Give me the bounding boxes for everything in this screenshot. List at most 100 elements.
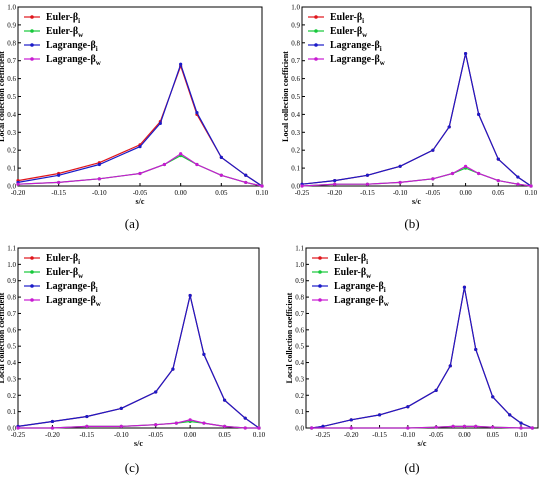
data-point	[474, 424, 478, 428]
legend-label: Lagrange-βi	[334, 281, 386, 294]
data-point	[179, 62, 183, 66]
legend-label: Lagrange-βi	[46, 281, 98, 294]
x-tick-label: 0.10	[253, 431, 266, 439]
x-tick-label: -0.25	[295, 189, 310, 197]
data-point	[508, 413, 512, 417]
y-tick-label: 0.0	[291, 183, 300, 191]
y-tick-label: 0.4	[291, 111, 300, 119]
x-tick-label: 0.00	[458, 431, 471, 439]
y-tick-label: 0.7	[295, 310, 304, 318]
x-tick-label: -0.20	[45, 431, 60, 439]
data-point	[188, 418, 192, 422]
legend-label: Euler-βw	[334, 267, 372, 280]
data-point	[310, 426, 314, 430]
data-point	[530, 426, 534, 430]
x-tick-label: 0.10	[525, 189, 538, 197]
data-point	[398, 180, 402, 185]
series-line	[17, 62, 263, 187]
y-tick-label: 1.0	[295, 261, 304, 269]
x-tick-label: -0.05	[429, 431, 444, 439]
data-point	[119, 406, 123, 410]
data-point	[16, 182, 20, 186]
legend-marker	[30, 270, 34, 274]
data-point	[138, 171, 142, 176]
series-line	[17, 64, 263, 187]
legend-label: Euler-βw	[330, 26, 368, 39]
legend-marker	[314, 29, 318, 33]
data-point	[462, 424, 467, 428]
legend-marker	[30, 284, 34, 288]
y-tick-label: 0.3	[291, 129, 300, 137]
y-tick-label: 0.9	[295, 277, 304, 285]
x-axis-label: s/c	[134, 439, 143, 448]
y-tick-label: 0.0	[7, 425, 16, 433]
data-point	[57, 180, 61, 185]
chart-panel: 0.0 0.1 0.2 0.3 0.4 0.5 0.6 0.7 0.8 0.9 1.0 1.1 -0.2…	[0, 245, 266, 476]
series-line	[17, 153, 263, 187]
x-tick-label: -0.25	[316, 431, 331, 439]
data-point	[300, 184, 304, 188]
series-line	[311, 425, 533, 429]
legend-marker	[318, 256, 322, 260]
y-tick-label: 0.2	[7, 147, 16, 155]
data-point	[243, 416, 247, 420]
x-tick-label: 0.05	[487, 431, 500, 439]
legend-label: Euler-βi	[330, 12, 364, 25]
y-tick-label: 0.8	[295, 294, 304, 302]
series-line	[311, 287, 533, 429]
legend-marker	[314, 15, 318, 19]
data-point	[219, 173, 223, 177]
data-point	[154, 390, 158, 394]
y-tick-label: 0.9	[291, 21, 300, 29]
data-point	[171, 367, 175, 371]
legend-marker	[318, 270, 322, 274]
y-tick-label: 0.7	[7, 57, 16, 65]
data-point	[496, 179, 500, 183]
series-line	[311, 287, 533, 429]
y-tick-label: 0.1	[7, 165, 16, 173]
data-point	[138, 145, 142, 149]
data-point	[85, 414, 89, 419]
series-line	[17, 295, 260, 429]
x-tick-label: -0.05	[133, 189, 148, 197]
legend-label: Lagrange-βi	[330, 40, 382, 53]
data-point	[321, 424, 325, 428]
data-point	[491, 425, 495, 429]
data-point	[158, 121, 162, 125]
legend-label: Euler-βi	[46, 253, 80, 266]
legend-marker	[30, 29, 34, 33]
legend-marker	[30, 43, 34, 47]
data-point	[365, 173, 370, 177]
x-tick-label: 0.05	[218, 431, 231, 439]
x-tick-label: -0.10	[114, 431, 129, 439]
data-point	[529, 184, 533, 188]
y-tick-label: 0.6	[7, 75, 16, 83]
y-axis-label: Local collection coefficient	[0, 292, 6, 383]
legend-label: Euler-βw	[46, 26, 84, 39]
data-point	[257, 426, 261, 430]
y-tick-label: 0.6	[295, 326, 304, 334]
data-point	[477, 112, 481, 116]
y-tick-label: 0.8	[7, 294, 16, 302]
panel-label: (a)	[125, 216, 139, 231]
y-tick-label: 1.1	[7, 245, 16, 253]
x-tick-label: -0.10	[401, 431, 416, 439]
x-tick-label: 0.05	[215, 189, 228, 197]
y-tick-label: 0.3	[7, 129, 16, 137]
data-point	[447, 125, 451, 129]
data-point	[519, 426, 523, 430]
legend-label: Euler-βw	[46, 267, 84, 280]
data-point	[516, 175, 520, 179]
legend-marker	[314, 57, 318, 61]
data-point	[377, 413, 382, 417]
x-axis-label: s/c	[412, 197, 421, 206]
y-tick-label: 0.2	[291, 147, 300, 155]
legend-marker	[318, 284, 322, 288]
x-axis-label: s/c	[136, 197, 145, 206]
data-point	[406, 405, 410, 409]
data-point	[450, 171, 455, 176]
y-tick-label: 1.1	[295, 245, 304, 253]
